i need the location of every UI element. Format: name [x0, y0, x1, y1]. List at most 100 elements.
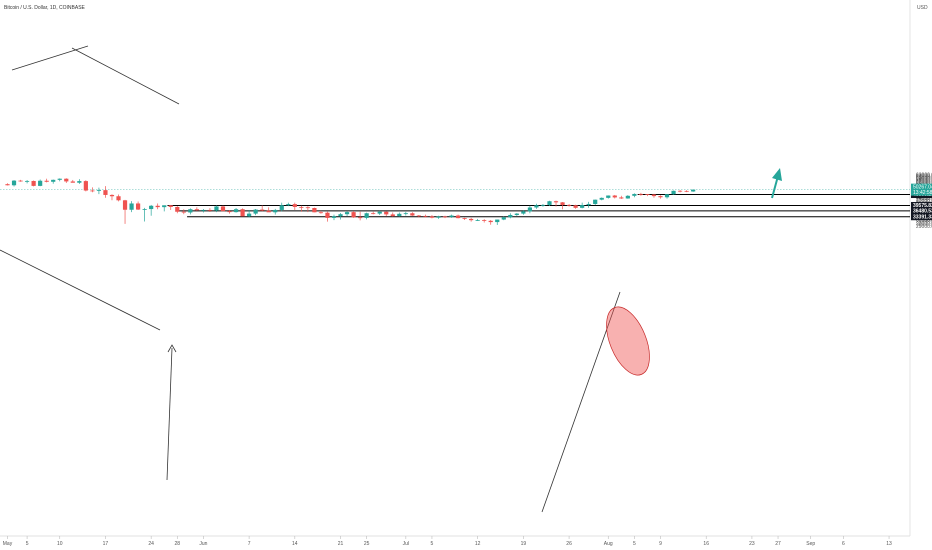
candle-body: [423, 215, 428, 217]
bounce-arrow-shaft: [166, 347, 173, 481]
time-tick-label: 19: [521, 541, 527, 547]
highlight-ellipse: [606, 306, 650, 376]
candle-body: [96, 190, 102, 191]
chart-title: Bitcoin / U.S. Dollar, 1D, COINBASE: [4, 5, 86, 11]
time-tick-label: Jul: [403, 541, 409, 547]
candle-body: [521, 211, 526, 214]
candle-body: [527, 207, 532, 212]
price-axis-background: [910, 0, 932, 550]
candle-body: [5, 184, 10, 186]
candle-body: [416, 215, 421, 217]
candle-body: [403, 213, 408, 215]
level-badge: [911, 201, 932, 209]
price-tick-label: 62000.00: [916, 173, 932, 179]
time-tick-label: Jun: [199, 541, 207, 547]
time-tick-label: 26: [566, 541, 572, 547]
target-arrow-shaft: [771, 175, 779, 199]
candle-body: [364, 213, 369, 218]
candle-body: [677, 190, 683, 192]
time-tick-label: Sep: [806, 541, 815, 547]
time-tick-label: 25: [364, 541, 370, 547]
candle-body: [645, 194, 650, 195]
current-price-label: 50267.04: [913, 184, 932, 190]
candle-body: [44, 180, 49, 182]
candle-body: [632, 193, 637, 196]
target-arrow-head: [772, 168, 782, 181]
candle-body: [31, 180, 36, 186]
candle-body: [181, 211, 186, 213]
candle-body: [286, 204, 291, 206]
candle-body: [573, 205, 578, 208]
time-tick-label: 23: [749, 541, 755, 547]
price-axis[interactable]: [909, 0, 932, 550]
time-ticks: May 5 10 17 24 28 Jun 7 14 21 25 Jul 5 12 19 26 Aug 5 9 16 2…: [3, 536, 892, 547]
time-tick-label: 21: [338, 541, 344, 547]
time-tick-label: 28: [174, 541, 180, 547]
candle-body: [51, 179, 56, 182]
candle-body: [612, 195, 617, 198]
candle-body: [318, 212, 324, 214]
price-tick-label: 57000.00: [916, 179, 932, 185]
candle-body: [658, 196, 663, 198]
candle-body: [299, 206, 304, 208]
candle-body: [155, 205, 160, 208]
time-tick-label: 12: [475, 541, 481, 547]
time-tick-label: 27: [775, 541, 781, 547]
price-tick-label: 63000.00: [916, 172, 932, 178]
candle-body: [684, 190, 689, 192]
candle-body: [449, 215, 454, 217]
candle-body: [305, 207, 310, 209]
candle-body: [351, 212, 356, 218]
candle-body: [38, 180, 43, 186]
candle-body: [116, 196, 121, 201]
candle-body: [266, 210, 271, 213]
candle-body: [70, 181, 75, 183]
candle-body: [514, 213, 519, 215]
candle-body: [580, 205, 585, 208]
time-tick-label: 16: [703, 541, 709, 547]
candle-body: [11, 180, 17, 186]
candle-body: [488, 220, 493, 223]
time-tick-label: 14: [292, 541, 298, 547]
candle-body: [462, 218, 467, 219]
plot-background: [0, 0, 910, 536]
time-tick-label: 13: [886, 541, 892, 547]
candle-body: [534, 205, 539, 208]
candle-body: [469, 218, 474, 221]
candle-body: [371, 213, 376, 215]
candle-body: [501, 217, 506, 220]
candle-body: [593, 199, 598, 204]
trend-drawings: [0, 45, 782, 513]
candle-body: [397, 213, 402, 217]
support-trendline: [541, 291, 621, 513]
price-tick-label: 58000.00: [916, 178, 932, 184]
candle-body: [358, 217, 363, 219]
candle-body: [508, 214, 513, 218]
price-tick-label: 43000.00: [916, 198, 932, 204]
candle-body: [194, 209, 199, 211]
candle-body: [619, 197, 624, 199]
time-tick-label: 24: [148, 541, 154, 547]
candle-body: [442, 216, 448, 218]
candle-body: [560, 202, 565, 205]
candle-body: [455, 215, 461, 219]
candle-body: [691, 189, 696, 192]
price-tick-label: 61000.00: [916, 175, 932, 181]
candle-body: [325, 212, 330, 218]
candle-body: [168, 205, 173, 207]
candle-body: [162, 205, 167, 208]
candle-body: [233, 209, 239, 213]
candle-body: [214, 206, 219, 211]
candle-body: [410, 213, 415, 216]
candle-body: [201, 209, 206, 211]
price-tick-label: 60000.00: [916, 176, 932, 182]
time-tick-label: 7: [248, 541, 251, 547]
level-label: 36480.53: [913, 209, 932, 215]
candle-body: [279, 205, 284, 210]
time-tick-label: 10: [57, 541, 63, 547]
candle-body: [292, 204, 297, 207]
candle-body: [495, 219, 500, 223]
candle-body: [24, 180, 30, 182]
